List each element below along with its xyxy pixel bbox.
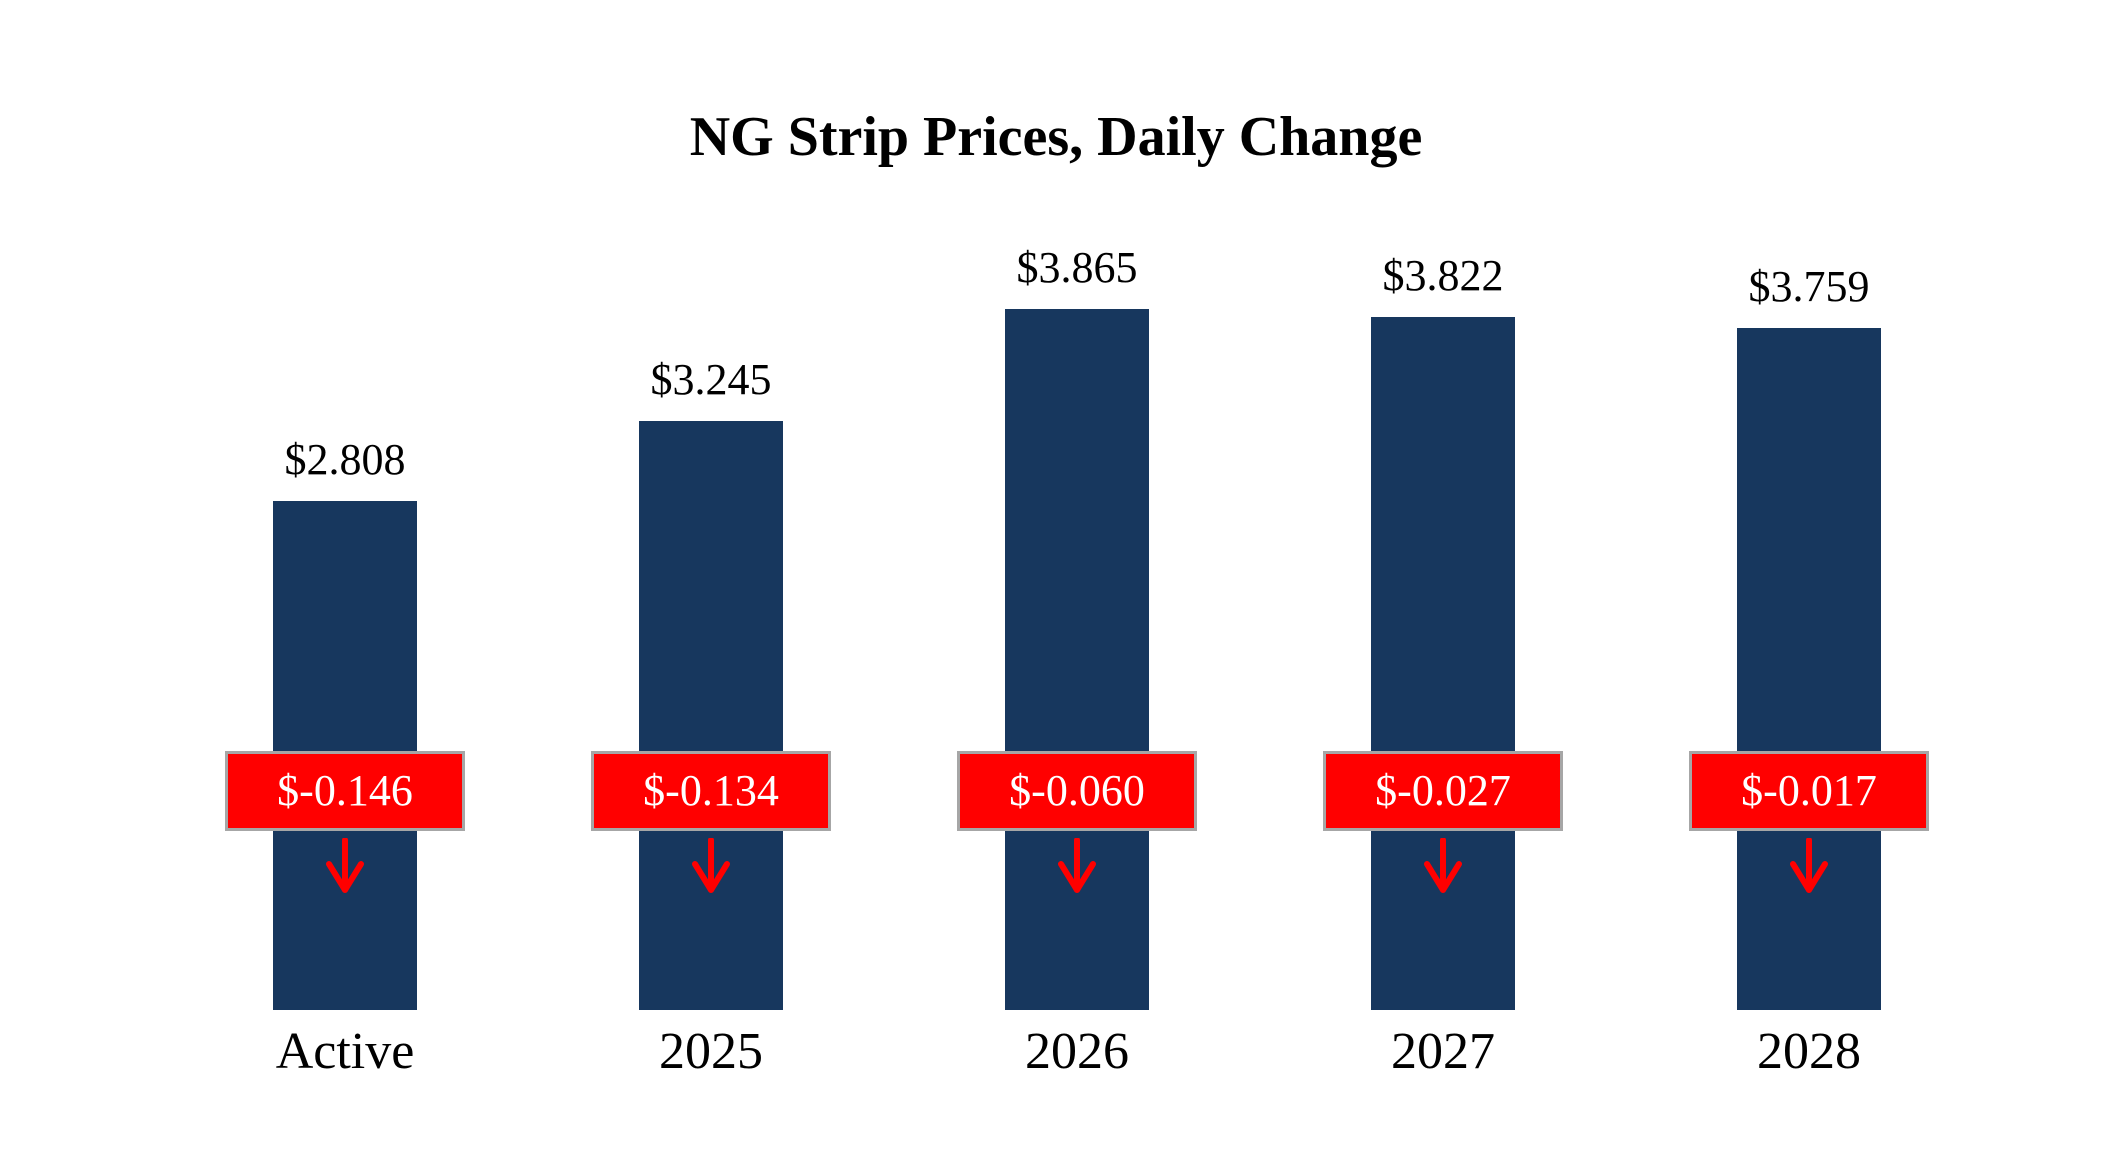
change-badge: $-0.017: [1689, 751, 1929, 831]
change-badge: $-0.060: [957, 751, 1197, 831]
category-label: 2025: [659, 1023, 763, 1080]
change-badge: $-0.146: [225, 751, 465, 831]
bar: [1737, 328, 1881, 1010]
bar-group: $3.759 $-0.017 2028: [1689, 0, 1929, 1152]
price-label: $2.808: [284, 435, 406, 484]
change-badge: $-0.027: [1323, 751, 1563, 831]
bar: [1005, 309, 1149, 1010]
price-label: $3.865: [1016, 243, 1138, 292]
down-arrow-icon: [692, 838, 730, 893]
price-label: $3.822: [1382, 251, 1504, 300]
down-arrow-icon: [1424, 838, 1462, 893]
bar-group: $2.808 $-0.146 Active: [225, 0, 465, 1152]
chart-title: NG Strip Prices, Daily Change: [689, 106, 1423, 168]
down-arrow-icon: [1058, 838, 1096, 893]
down-arrow-icon: [1790, 838, 1828, 893]
price-label: $3.245: [650, 355, 772, 404]
down-arrow-icon: [326, 838, 364, 893]
price-label: $3.759: [1748, 262, 1870, 311]
bar-group: $3.245 $-0.134 2025: [591, 0, 831, 1152]
bar-group: $3.865 $-0.060 2026: [957, 0, 1197, 1152]
category-label: 2026: [1025, 1023, 1129, 1080]
category-label: 2027: [1391, 1023, 1495, 1080]
change-badge: $-0.134: [591, 751, 831, 831]
bar: [1371, 317, 1515, 1010]
category-label: Active: [275, 1023, 415, 1080]
bar: [639, 421, 783, 1010]
bar-group: $3.822 $-0.027 2027: [1323, 0, 1563, 1152]
category-label: 2028: [1757, 1023, 1861, 1080]
